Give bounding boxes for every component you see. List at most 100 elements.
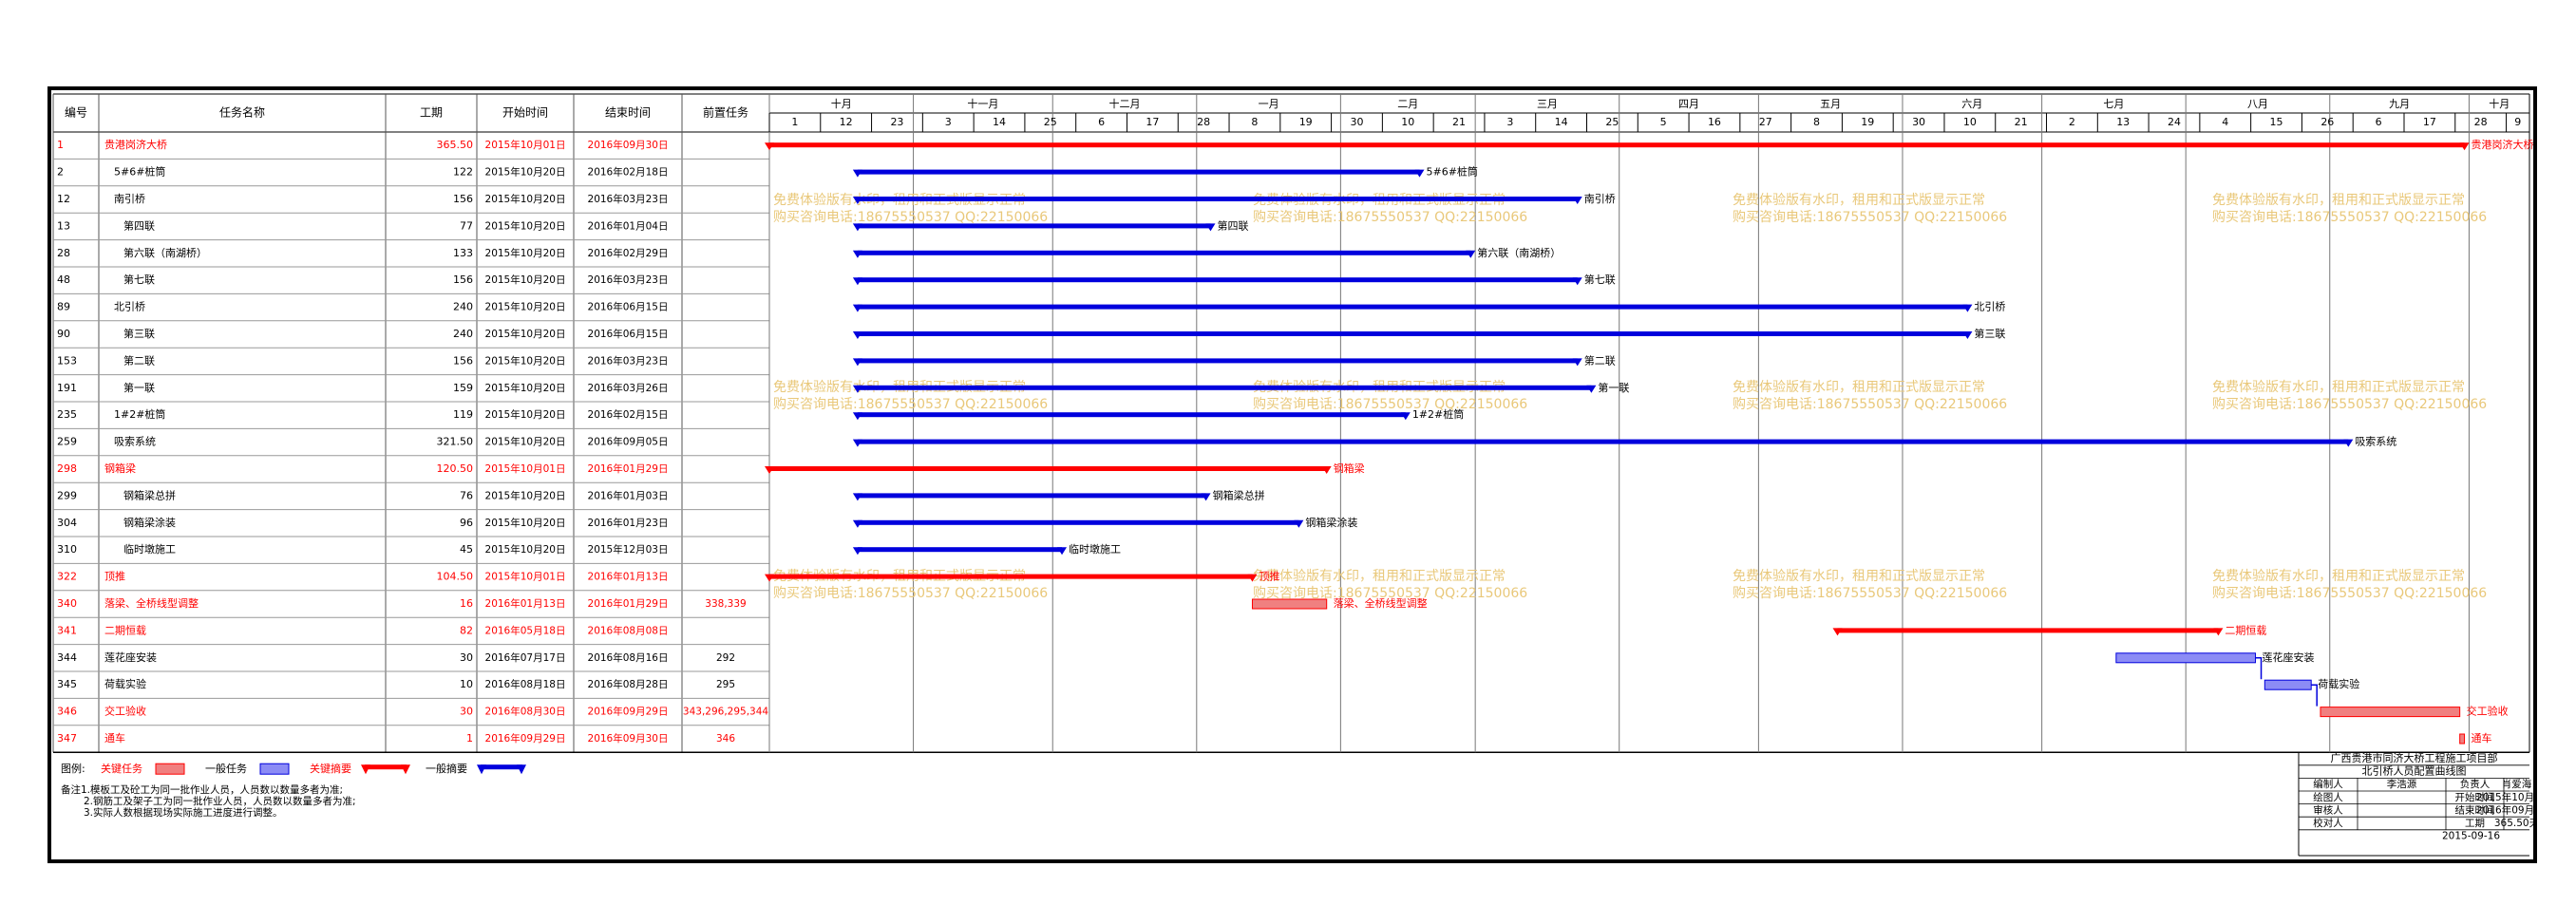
tick-label: 3 (945, 116, 952, 128)
row-predecessor: 343,296,295,344 (683, 707, 768, 718)
title-block-date: 2015-09-16 (2442, 831, 2500, 842)
tick-label: 19 (1299, 116, 1313, 128)
row-end: 2016年09月30日 (588, 139, 669, 151)
summary-end-marker (2343, 439, 2354, 447)
summary-bar (857, 304, 1968, 310)
row-start: 2016年01月13日 (485, 597, 566, 610)
summary-end-marker (1294, 519, 1304, 528)
row-duration: 16 (460, 597, 473, 610)
row-start: 2016年07月17日 (485, 651, 566, 664)
summary-end-marker (1572, 358, 1582, 367)
row-end: 2016年09月05日 (588, 436, 669, 448)
summary-start-marker (765, 574, 774, 582)
row-start: 2015年10月20日 (485, 301, 566, 313)
summary-start-marker (852, 385, 862, 393)
month-label: 七月 (2103, 98, 2124, 110)
tick-label: 3 (1506, 116, 1513, 128)
row-id: 2 (57, 166, 64, 179)
summary-start-marker (765, 466, 774, 474)
gantt-frame: 编号 任务名称 工期 开始时间 结束时间 前置任务 1 贵港岗济大桥 365.50 2015年10… (47, 86, 2537, 863)
task-bar (2320, 707, 2461, 718)
row-name: 临时墩施工 (123, 542, 176, 556)
row-start: 2015年10月01日 (485, 462, 566, 475)
bar-label: 贵港岗济大桥 (2472, 138, 2533, 151)
bar-label: 落梁、全桥线型调整 (1334, 596, 1428, 610)
row-id: 347 (57, 732, 77, 745)
summary-bar (1837, 628, 2219, 633)
row-id: 28 (57, 247, 70, 259)
row-name: 第二联 (123, 353, 155, 367)
summary-bar (857, 250, 1471, 255)
summary-start-marker (852, 169, 862, 178)
legend-note: 3.实际人数根据现场实际施工进度进行调整。 (84, 806, 283, 819)
row-end: 2016年03月23日 (588, 193, 669, 205)
summary-start-marker (852, 223, 862, 232)
summary-start-marker (852, 250, 862, 258)
summary-end-marker (1414, 169, 1425, 178)
bar-label: 顶推 (1259, 570, 1279, 583)
summary-start-marker (852, 358, 862, 367)
row-duration: 122 (453, 166, 473, 179)
watermark-line1: 免费体验版有水印，租用和正式版显示正常 (2212, 380, 2465, 395)
row-id: 48 (57, 273, 70, 286)
row-start: 2015年10月20日 (485, 489, 566, 501)
row-id: 346 (57, 706, 77, 718)
summary-bar (857, 412, 1406, 418)
summary-start-marker (852, 304, 862, 312)
summary-bar (769, 142, 2465, 148)
row-duration: 159 (453, 382, 473, 394)
tick-label: 24 (2168, 116, 2181, 128)
legend-item-label: 一般任务 (205, 763, 247, 775)
row-end: 2016年01月04日 (588, 219, 669, 232)
title-block-cell: 开始时间 (2455, 791, 2495, 803)
bar-label: 第三联 (1974, 327, 2005, 340)
tick-label: 13 (2116, 116, 2130, 128)
tick-label: 8 (1251, 116, 1258, 128)
row-start: 2015年10月20日 (485, 247, 566, 259)
row-start: 2015年10月20日 (485, 166, 566, 179)
watermark-line2: 购买咨询电话:18675550537 QQ:22150066 (2212, 586, 2487, 601)
row-duration: 45 (460, 543, 473, 556)
row-name: 莲花座安装 (104, 650, 157, 664)
row-duration: 133 (453, 247, 473, 259)
watermark-line1: 免费体验版有水印，租用和正式版显示正常 (1733, 569, 1985, 584)
watermark-line1: 免费体验版有水印，租用和正式版显示正常 (1733, 193, 1985, 208)
summary-start-marker (765, 142, 774, 151)
month-label: 一月 (1259, 98, 1279, 110)
month-label: 十二月 (1109, 97, 1141, 110)
title-block-cell: 肖爱海 (2502, 778, 2532, 790)
summary-bar (857, 277, 1578, 283)
month-label: 四月 (1678, 98, 1699, 110)
row-id: 12 (57, 193, 70, 205)
summary-end-marker (1572, 197, 1582, 204)
watermark-line2: 购买咨询电话:18675550537 QQ:22150066 (773, 397, 1048, 412)
row-duration: 77 (460, 219, 473, 232)
summary-end-marker (1057, 547, 1068, 556)
month-label: 三月 (1537, 98, 1558, 110)
row-end: 2016年08月28日 (588, 678, 669, 690)
tick-label: 14 (1555, 116, 1568, 128)
row-duration: 240 (453, 301, 473, 313)
title-block-cell: 2016年09月30日 (2476, 803, 2533, 816)
row-name: 钢箱梁涂装 (123, 516, 176, 529)
bar-label: 吸索系统 (2355, 435, 2396, 448)
summary-bar (857, 197, 1578, 201)
watermark-line2: 购买咨询电话:18675550537 QQ:22150066 (1733, 397, 2007, 412)
watermark-line2: 购买咨询电话:18675550537 QQ:22150066 (773, 210, 1048, 225)
summary-start-marker (852, 519, 862, 528)
row-end: 2016年02月29日 (588, 247, 669, 259)
summary-end-marker (1205, 223, 1216, 232)
bar-label: 莲花座安装 (2263, 650, 2315, 664)
row-name: 吸索系统 (114, 435, 156, 448)
month-label: 二月 (1397, 98, 1418, 110)
tick-label: 5 (1660, 116, 1667, 128)
column-header-end: 结束时间 (605, 106, 651, 120)
bar-label: 北引桥 (1974, 300, 2005, 313)
month-label: 九月 (2389, 98, 2410, 110)
task-bar (1251, 598, 1328, 610)
row-start: 2015年10月01日 (485, 139, 566, 151)
tick-label: 6 (2376, 116, 2382, 128)
summary-bar (769, 574, 1253, 579)
row-start: 2015年10月20日 (485, 193, 566, 205)
title-block-drawing: 北引桥人员配置曲线图 (2362, 764, 2467, 778)
